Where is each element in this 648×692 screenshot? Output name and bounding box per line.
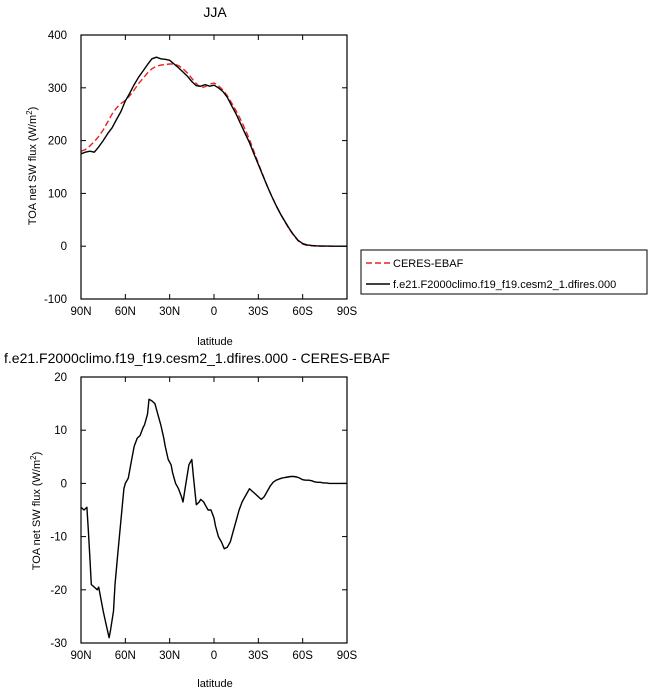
top-x-axis-label: latitude	[197, 336, 232, 348]
top-plot: 90N 60N 30N 0 30S 60S 90S -100 0 100 200 300 400	[44, 30, 358, 318]
legend-label-model: f.e21.F2000climo.f19_f19.cesm2_1.dfires.…	[393, 279, 616, 291]
p0-x-tick-label-0: 90N	[70, 306, 91, 318]
p0-x-tick-label-2: 30N	[159, 306, 180, 318]
p0-series-line-0	[80, 63, 347, 247]
p1-plot-frame	[80, 376, 348, 644]
p1-y-tick-label-3: 0	[61, 478, 67, 490]
p1-x-tick-label-5: 60S	[292, 650, 313, 662]
legend-label-ceres: CERES-EBAF	[393, 258, 464, 270]
p0-x-tick-label-5: 60S	[292, 306, 313, 318]
p1-x-tick-label-6: 90S	[337, 650, 358, 662]
p1-x-tick-label-2: 30N	[159, 650, 180, 662]
p0-y-tick-label-2: 100	[48, 188, 67, 200]
p1-y-tick-label-2: -10	[50, 532, 67, 544]
top-y-axis-label: TOA net SW flux (W/m2)	[25, 107, 40, 226]
legend-box	[360, 249, 648, 295]
p1-x-tick-label-3: 0	[211, 650, 217, 662]
bottom-x-axis-label: latitude	[197, 678, 232, 690]
p0-x-tick-label-6: 90S	[337, 306, 358, 318]
p0-x-tick-label-1: 60N	[115, 306, 136, 318]
p0-plot-frame	[80, 34, 348, 300]
p1-y-tick-label-1: -20	[50, 585, 67, 597]
top-panel: JJA 90N 60N 30N 0 30S 60S 90S -100 0 100 200 300 400…	[25, 4, 358, 348]
p1-x-tick-label-1: 60N	[115, 650, 136, 662]
p1-y-tick-label-5: 20	[54, 372, 67, 384]
bottom-title: f.e21.F2000climo.f19_f19.cesm2_1.dfires.…	[4, 350, 390, 366]
p1-x-tick-label-0: 90N	[70, 650, 91, 662]
p0-y-tick-label-1: 0	[61, 241, 67, 253]
top-title: JJA	[203, 4, 227, 20]
bottom-y-axis-label: TOA net SW flux (W/m2)	[29, 452, 44, 571]
p0-y-tick-label-5: 400	[48, 30, 67, 42]
bottom-plot: 90N 60N 30N 0 30S 60S 90S -30 -20 -10 0 10 20	[50, 372, 357, 662]
p0-x-tick-label-3: 0	[211, 306, 217, 318]
p0-x-tick-label-4: 30S	[248, 306, 269, 318]
legend: CERES-EBAF f.e21.F2000climo.f19_f19.cesm…	[360, 249, 648, 295]
p0-y-tick-label-3: 200	[48, 136, 67, 148]
p0-series-line-1	[80, 56, 347, 247]
p1-y-tick-label-0: -30	[50, 638, 67, 650]
p1-x-tick-label-4: 30S	[248, 650, 269, 662]
p1-series-line-0	[80, 398, 347, 639]
p0-y-tick-label-4: 300	[48, 83, 67, 95]
bottom-panel: f.e21.F2000climo.f19_f19.cesm2_1.dfires.…	[4, 350, 390, 690]
p1-y-tick-label-4: 10	[54, 425, 67, 437]
p0-y-tick-label-0: -100	[44, 294, 67, 306]
